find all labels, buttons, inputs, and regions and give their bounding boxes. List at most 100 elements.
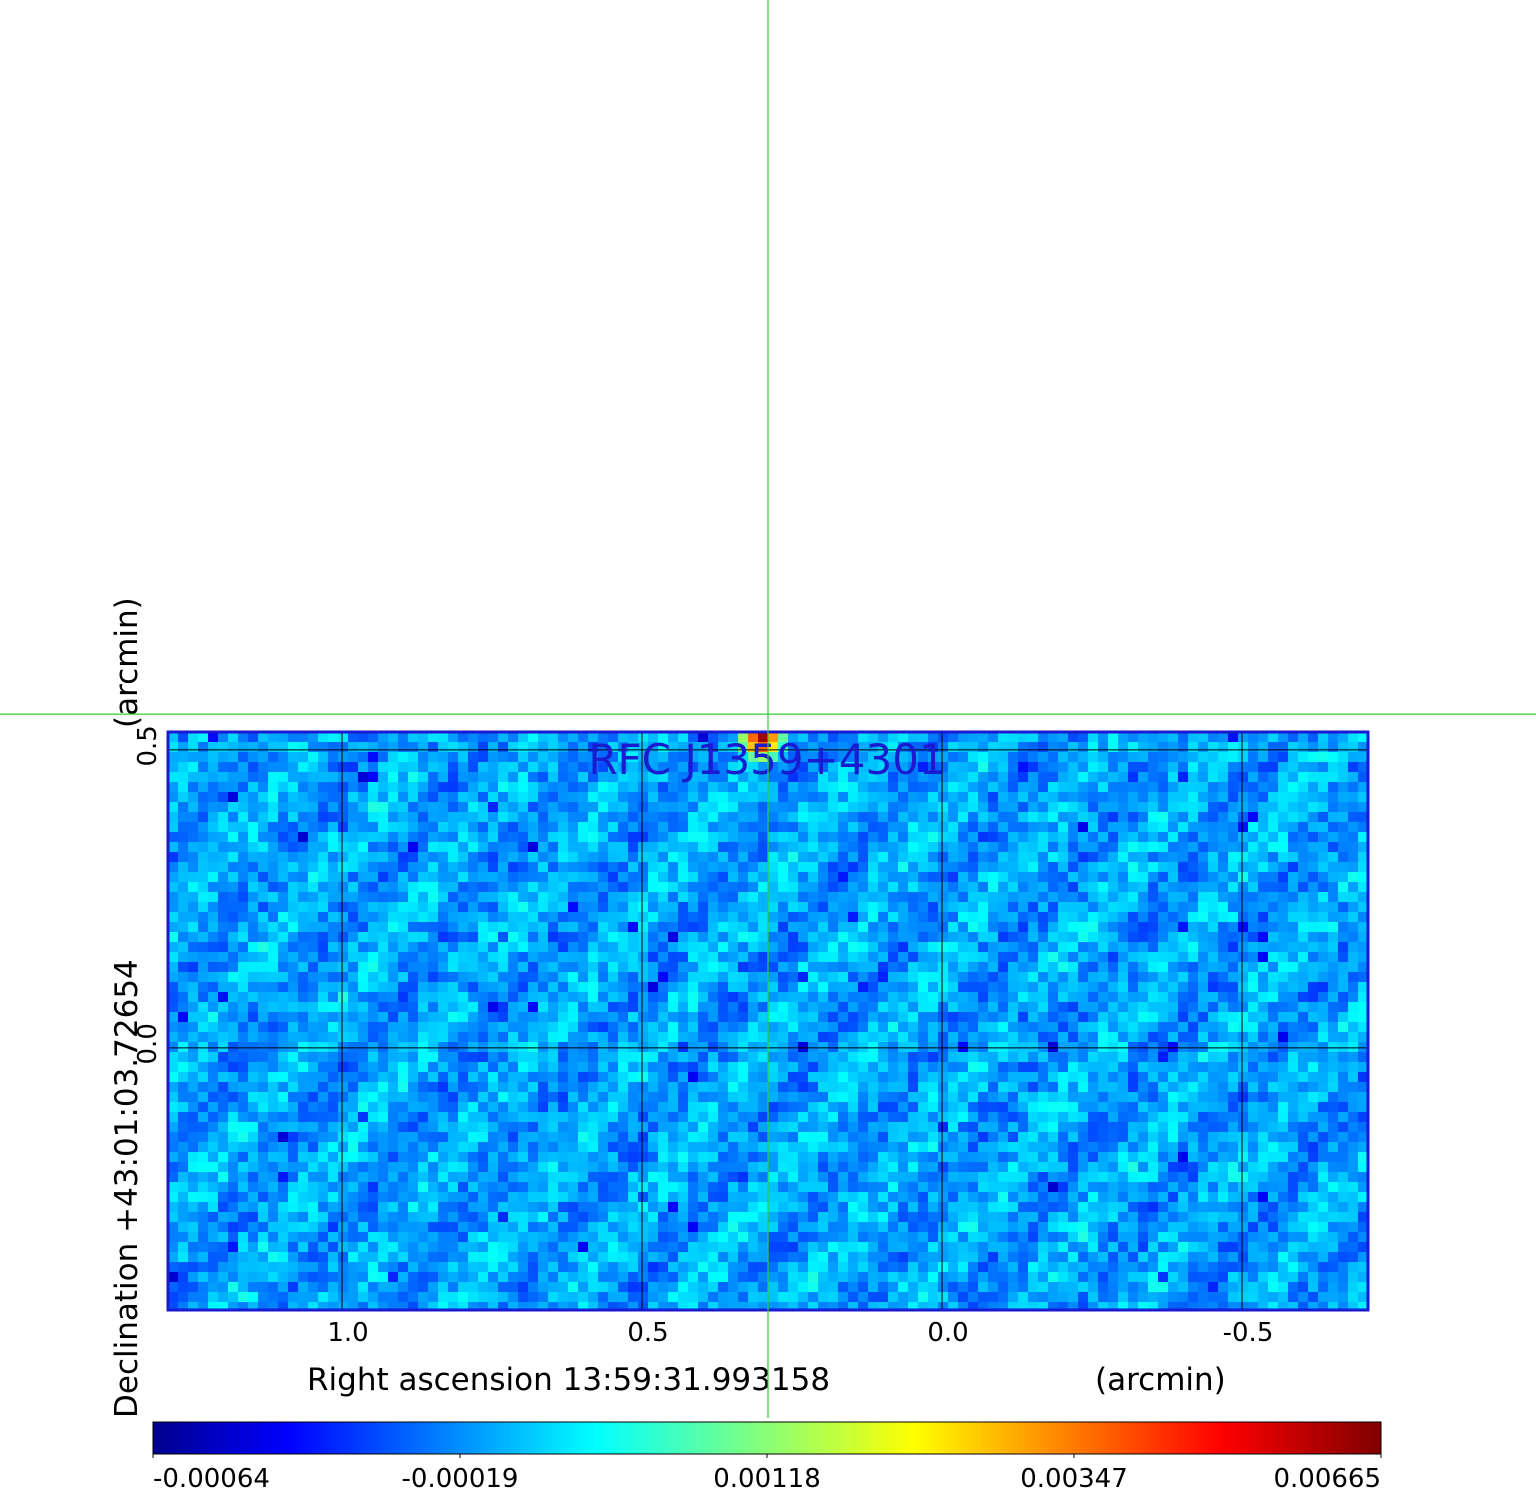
heatmap-cell <box>928 962 939 973</box>
heatmap-cell <box>208 742 219 753</box>
heatmap-cell <box>638 842 649 853</box>
heatmap-cell <box>508 852 519 863</box>
heatmap-cell <box>188 972 199 983</box>
heatmap-cell <box>848 1092 859 1103</box>
heatmap-cell <box>978 892 989 903</box>
heatmap-cell <box>748 1122 759 1133</box>
heatmap-cell <box>718 1122 729 1133</box>
heatmap-cell <box>778 952 789 963</box>
heatmap-cell <box>1108 952 1119 963</box>
heatmap-cell <box>1188 762 1199 773</box>
heatmap-cell <box>808 1012 819 1023</box>
heatmap-cell <box>1218 792 1229 803</box>
heatmap-cell <box>1068 932 1079 943</box>
heatmap-cell <box>378 922 389 933</box>
heatmap-cell <box>488 1082 499 1093</box>
heatmap-cell <box>398 922 409 933</box>
heatmap-cell <box>1158 852 1169 863</box>
heatmap-cell <box>738 862 749 873</box>
heatmap-cell <box>608 1062 619 1073</box>
heatmap-cell <box>1328 882 1339 893</box>
heatmap-cell <box>238 982 249 993</box>
heatmap-cell <box>238 922 249 933</box>
heatmap-cell <box>508 1022 519 1033</box>
heatmap-cell <box>688 1032 699 1043</box>
heatmap-cell <box>618 1132 629 1143</box>
heatmap-cell <box>768 1112 779 1123</box>
heatmap-cell <box>988 1102 999 1113</box>
heatmap-cell <box>228 1102 239 1113</box>
heatmap-cell <box>1098 1032 1109 1043</box>
heatmap-cell <box>648 1072 659 1083</box>
heatmap-cell <box>1198 792 1209 803</box>
heatmap-cell <box>968 882 979 893</box>
heatmap-cell <box>1288 1122 1299 1133</box>
heatmap-cell <box>388 962 399 973</box>
heatmap-cell <box>388 922 399 933</box>
heatmap-cell <box>398 1092 409 1103</box>
heatmap-cell <box>458 1082 469 1093</box>
heatmap-cell <box>1078 972 1089 983</box>
heatmap-cell <box>928 952 939 963</box>
heatmap-cell <box>728 872 739 883</box>
heatmap-cell <box>1078 1052 1089 1063</box>
heatmap-cell <box>1058 812 1069 823</box>
heatmap-cell <box>308 842 319 853</box>
heatmap-cell <box>538 762 549 773</box>
heatmap-cell <box>1188 1132 1199 1143</box>
heatmap-cell <box>718 1142 729 1153</box>
heatmap-cell <box>188 1022 199 1033</box>
heatmap-cell <box>968 922 979 933</box>
heatmap-cell <box>618 952 629 963</box>
heatmap-cell <box>1078 752 1089 763</box>
heatmap-cell <box>288 1122 299 1133</box>
heatmap-cell <box>568 912 579 923</box>
heatmap-cell <box>778 1092 789 1103</box>
heatmap-cell <box>828 782 839 793</box>
heatmap-cell <box>878 922 889 933</box>
heatmap-cell <box>638 1142 649 1153</box>
heatmap-cell <box>1028 932 1039 943</box>
heatmap-cell <box>258 972 269 983</box>
heatmap-cell <box>448 1102 459 1113</box>
heatmap-cell <box>1008 1072 1019 1083</box>
heatmap-cell <box>568 842 579 853</box>
heatmap-cell <box>918 1012 929 1023</box>
heatmap-cell <box>828 992 839 1003</box>
heatmap-cell <box>428 932 439 943</box>
heatmap-cell <box>1108 812 1119 823</box>
heatmap-cell <box>1118 732 1129 743</box>
heatmap-cell <box>1188 842 1199 853</box>
heatmap-cell <box>168 782 179 793</box>
heatmap-cell <box>1228 962 1239 973</box>
heatmap-cell <box>248 752 259 763</box>
heatmap-cell <box>848 872 859 883</box>
heatmap-cell <box>838 982 849 993</box>
heatmap-cell <box>258 992 269 1003</box>
heatmap-cell <box>808 902 819 913</box>
heatmap-cell <box>1288 842 1299 853</box>
heatmap-cell <box>388 742 399 753</box>
heatmap-cell <box>348 732 359 743</box>
heatmap-cell <box>928 1072 939 1083</box>
heatmap-cell <box>1148 1102 1159 1113</box>
heatmap-cell <box>528 882 539 893</box>
heatmap-cell <box>498 962 509 973</box>
heatmap-cell <box>418 1132 429 1143</box>
heatmap-cell <box>1268 1132 1279 1143</box>
heatmap-cell <box>478 1002 489 1013</box>
heatmap-cell <box>468 932 479 943</box>
heatmap-cell <box>708 732 719 743</box>
heatmap-cell <box>858 1022 869 1033</box>
heatmap-cell <box>728 1042 739 1053</box>
heatmap-cell <box>458 882 469 893</box>
heatmap-cell <box>498 892 509 903</box>
heatmap-cell <box>1248 962 1259 973</box>
heatmap-cell <box>888 1132 899 1143</box>
heatmap-cell <box>958 922 969 933</box>
heatmap-cell <box>548 882 559 893</box>
heatmap-cell <box>1338 982 1349 993</box>
heatmap-cell <box>618 862 629 873</box>
heatmap-cell <box>1138 1082 1149 1093</box>
heatmap-cell <box>428 1042 439 1053</box>
